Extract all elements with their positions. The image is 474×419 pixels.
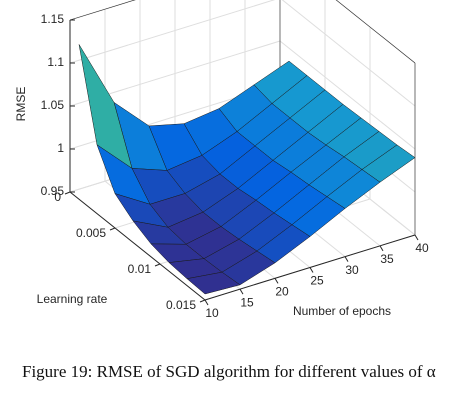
y-tick-label: 0.015 [166,298,196,312]
surface-patch [186,271,241,295]
axis-line [335,0,416,64]
z-tick-label: 1.05 [41,98,65,112]
z-tick-label: 0.95 [41,184,65,198]
x-tick-label: 35 [380,252,394,266]
y-tick-label: 0.01 [128,262,152,276]
surface [78,44,416,295]
x-tick [379,245,384,252]
y-tick [154,263,161,267]
caption: Figure 19: RMSE of SGD algorithm for dif… [22,362,436,381]
y-tick-label: 0 [54,190,61,204]
y-tick-label: 0.005 [76,226,106,240]
x-tick-label: 25 [310,274,324,288]
x-tick [414,234,419,241]
grid-line [335,0,416,64]
x-tick [239,288,244,295]
z-tick-label: 1.1 [47,55,64,69]
x-tick [274,278,279,284]
z-axis-label: RMSE [14,87,28,122]
axis-line [69,0,136,21]
x-tick-label: 15 [240,295,254,309]
x-tick-label: 30 [345,263,359,277]
y-tick [199,299,206,303]
y-tick [64,191,71,195]
z-tick-label: 1 [57,141,64,155]
x-tick [204,299,209,306]
grid-line [279,40,416,150]
y-tick [109,227,116,231]
x-tick-label: 10 [205,306,219,320]
x-tick-label: 20 [275,285,289,299]
labels: RMSE Learning rate Number of epochs Figu… [14,12,436,381]
x-tick [344,256,349,262]
grid-line [281,0,416,107]
x-tick-label: 40 [415,241,429,255]
axis-line [69,191,206,301]
y-axis-label: Learning rate [37,292,108,306]
x-tick [309,267,314,273]
x-axis-label: Number of epochs [293,304,391,318]
z-tick-label: 1.15 [41,12,65,26]
